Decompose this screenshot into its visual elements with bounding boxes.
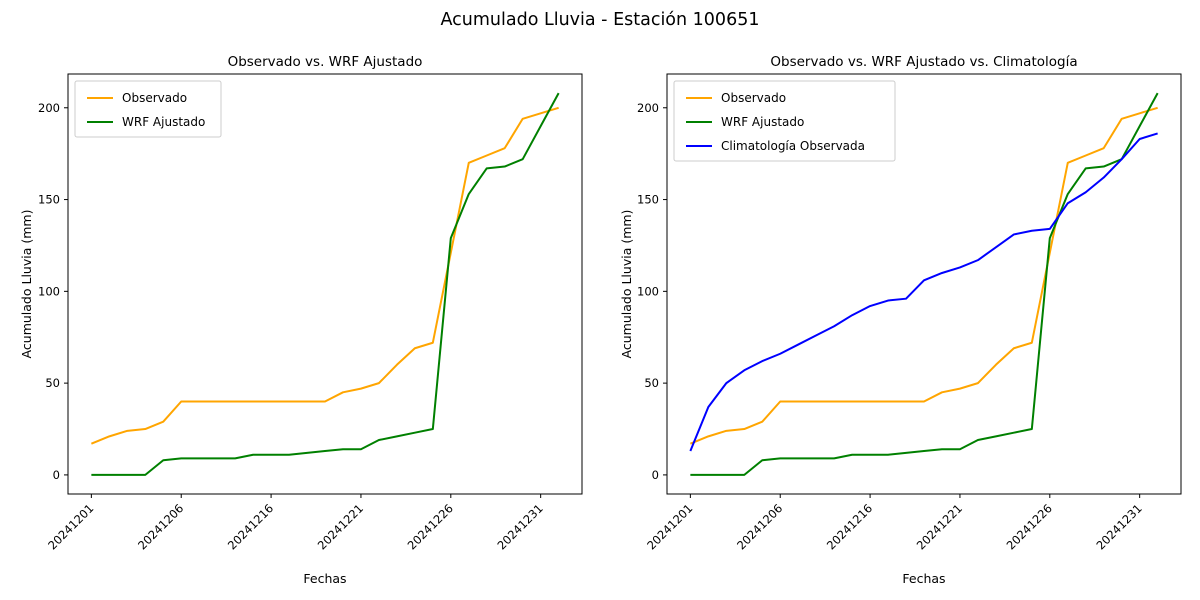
legend-label: Observado [122, 91, 187, 105]
x-tick-label: 20241226 [405, 501, 456, 552]
series-line-wrf-ajustado [91, 92, 560, 476]
axes-frame [666, 73, 1182, 495]
right-yaxis-label: Acumulado Lluvia (mm) [619, 210, 634, 359]
left-subplot-title: Observado vs. WRF Ajustado [228, 54, 423, 70]
x-tick-label: 20241206 [734, 501, 785, 552]
legend-label: Observado [721, 91, 786, 105]
y-tick-label: 100 [637, 284, 659, 298]
y-tick-label: 50 [644, 376, 659, 390]
legend-box [673, 80, 896, 162]
y-tick-label: 200 [637, 101, 659, 115]
legend-label: Climatología Observada [721, 139, 865, 153]
left-yaxis-label: Acumulado Lluvia (mm) [19, 210, 34, 359]
series-line-observado [689, 106, 1158, 445]
y-tick-label: 150 [38, 193, 60, 207]
x-tick-label: 20241216 [225, 501, 276, 552]
series-line-wrf-ajustado [690, 92, 1159, 476]
x-tick-label: 20241221 [315, 501, 366, 552]
x-tick-label: 20241201 [45, 501, 96, 552]
x-tick-label: 20241221 [914, 501, 965, 552]
x-tick-label: 20241226 [1004, 501, 1055, 552]
x-tick-label: 20241201 [644, 501, 695, 552]
figure-title: Acumulado Lluvia - Estación 100651 [440, 10, 760, 30]
y-tick-label: 50 [45, 376, 60, 390]
y-tick-label: 0 [652, 468, 659, 482]
series-line-observado [90, 106, 559, 445]
left-xaxis-label: Fechas [303, 571, 346, 586]
x-tick-label: 20241206 [135, 501, 186, 552]
y-tick-label: 150 [637, 193, 659, 207]
y-tick-label: 0 [53, 468, 60, 482]
right-axes: 0 50 100 150 200 20241201 20241206 20241216 2024… [637, 73, 1182, 553]
series-line-climatolog-a-observada [689, 132, 1158, 452]
left-axes: 0 50 100 150 200 20241201 20241206 20241216 2024… [38, 73, 583, 553]
legend-label: WRF Ajustado [721, 115, 804, 129]
right-xaxis-label: Fechas [902, 571, 945, 586]
y-tick-label: 200 [38, 101, 60, 115]
legend-label: WRF Ajustado [122, 115, 205, 129]
x-tick-label: 20241216 [824, 501, 875, 552]
x-tick-label: 20241231 [1093, 501, 1144, 552]
axes-frame [67, 73, 583, 495]
right-subplot-title: Observado vs. WRF Ajustado vs. Climatolo… [770, 54, 1077, 70]
x-tick-label: 20241231 [494, 501, 545, 552]
y-tick-label: 100 [38, 284, 60, 298]
